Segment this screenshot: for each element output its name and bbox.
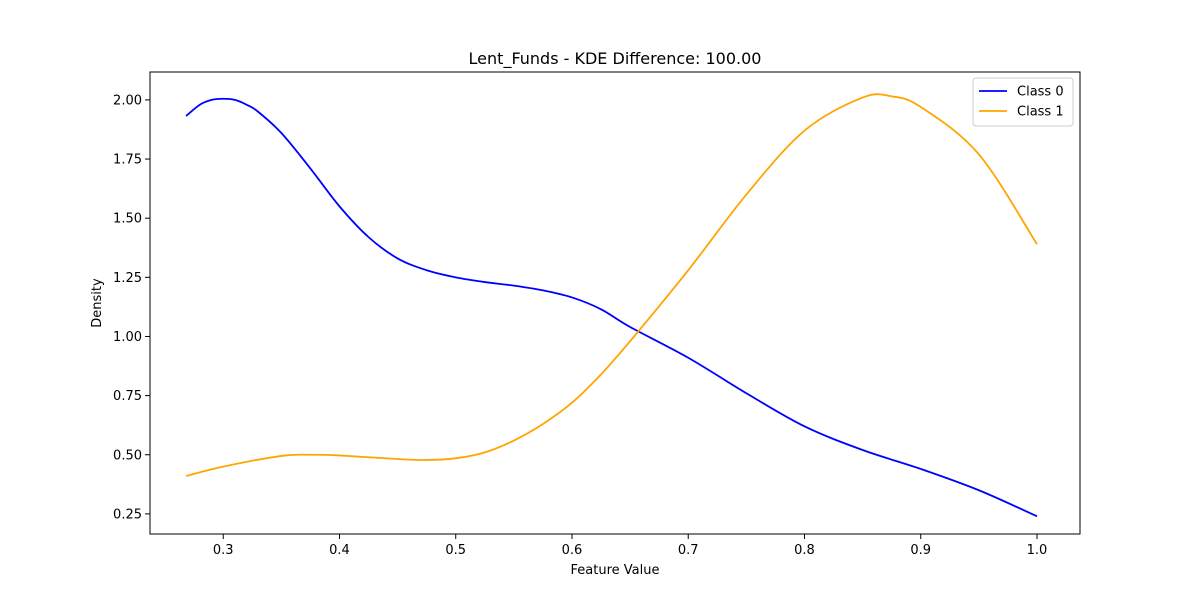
x-tick-label: 0.7 bbox=[678, 543, 699, 558]
y-tick-label: 0.50 bbox=[113, 448, 142, 463]
x-axis-label: Feature Value bbox=[571, 563, 660, 578]
y-tick-label: 1.50 bbox=[113, 212, 142, 227]
x-tick-label: 0.6 bbox=[562, 543, 583, 558]
chart-title: Lent_Funds - KDE Difference: 100.00 bbox=[469, 49, 762, 69]
x-tick-label: 0.3 bbox=[213, 543, 234, 558]
y-tick-label: 1.25 bbox=[113, 271, 142, 286]
plot-area bbox=[185, 93, 1038, 518]
x-tick-label: 0.8 bbox=[794, 543, 815, 558]
plot-frame bbox=[149, 71, 1081, 535]
series-line-class-0 bbox=[185, 97, 1038, 518]
legend-label: Class 1 bbox=[1017, 105, 1064, 120]
y-tick-label: 0.25 bbox=[113, 507, 142, 522]
x-axis: 0.3 0.4 0.5 0.6 0.7 0.8 0.9 1.0 bbox=[213, 534, 1047, 558]
x-tick-label: 1.0 bbox=[1027, 543, 1048, 558]
y-tick-label: 1.75 bbox=[113, 153, 142, 168]
y-axis: 0.25 0.50 0.75 1.00 1.25 1.50 1.75 2.00 bbox=[113, 93, 150, 522]
x-tick-label: 0.5 bbox=[445, 543, 466, 558]
series-line-class-1 bbox=[185, 93, 1038, 477]
y-axis-label: Density bbox=[90, 278, 105, 328]
y-tick-label: 0.75 bbox=[113, 389, 142, 404]
legend-box bbox=[972, 77, 1074, 127]
x-tick-label: 0.4 bbox=[329, 543, 350, 558]
legend: Class 0 Class 1 bbox=[972, 77, 1074, 127]
y-tick-label: 2.00 bbox=[113, 93, 142, 108]
y-tick-label: 1.00 bbox=[113, 330, 142, 345]
x-tick-label: 0.9 bbox=[910, 543, 931, 558]
legend-label: Class 0 bbox=[1017, 85, 1064, 100]
